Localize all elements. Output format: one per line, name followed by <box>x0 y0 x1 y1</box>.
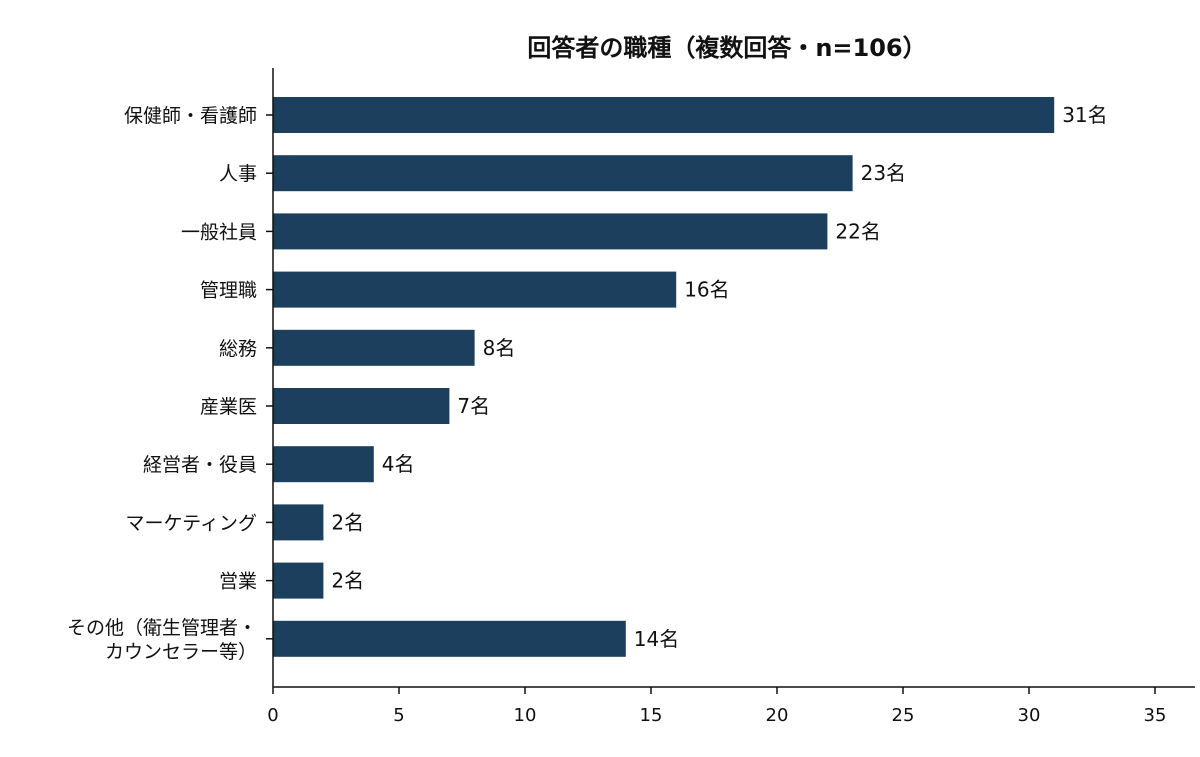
x-tick-label-5: 25 <box>892 705 915 726</box>
data-label-0: 31名 <box>1062 103 1107 127</box>
category-label-8: 営業 <box>219 571 257 593</box>
x-tick-label-6: 30 <box>1018 705 1041 726</box>
category-label-1: 人事 <box>219 163 257 185</box>
x-tick-label-1: 5 <box>393 705 404 726</box>
bar-5 <box>273 388 450 424</box>
data-label-3: 16名 <box>684 278 729 302</box>
x-tick-label-2: 10 <box>514 705 537 726</box>
bar-2 <box>273 213 828 250</box>
category-label-0: 保健師・看護師 <box>124 105 257 127</box>
bar-4 <box>273 329 475 366</box>
data-label-9: 14名 <box>634 627 679 651</box>
data-label-5: 7名 <box>457 394 490 418</box>
bar-3 <box>273 271 677 308</box>
bar-6 <box>273 446 374 483</box>
x-tick-label-7: 35 <box>1144 705 1167 726</box>
chart-title: 回答者の職種（複数回答・n=106） <box>527 34 926 62</box>
bar-7 <box>273 504 324 541</box>
axes-group: 0 5 10 15 20 25 30 35 <box>266 68 1195 726</box>
bar-8 <box>273 562 324 599</box>
x-tick-label-4: 20 <box>766 705 789 726</box>
category-label-4: 総務 <box>219 338 257 360</box>
bars-group: 31名 保健師・看護師 23名 人事 22名 一般社員 16名 管理職 8名 総務 7名 産業医 4名 経… <box>67 97 1108 663</box>
data-label-8: 2名 <box>331 569 364 593</box>
bar-1 <box>273 155 853 192</box>
data-label-4: 8名 <box>483 336 516 360</box>
category-label-9: その他（衛生管理者・カウンセラー等） <box>67 617 257 663</box>
bar-0 <box>273 97 1055 133</box>
category-label-7: マーケティング <box>126 512 257 534</box>
category-label-6: 経営者・役員 <box>143 454 257 476</box>
category-label-3: 管理職 <box>200 280 257 302</box>
bar-9 <box>273 620 626 657</box>
data-label-6: 4名 <box>382 452 415 476</box>
x-tick-label-3: 15 <box>640 705 663 726</box>
data-label-1: 23名 <box>861 161 906 185</box>
category-label-5: 産業医 <box>200 396 257 418</box>
data-label-7: 2名 <box>331 510 364 534</box>
x-tick-label-0: 0 <box>267 705 278 726</box>
category-label-2: 一般社員 <box>181 221 257 243</box>
data-label-2: 22名 <box>835 219 880 243</box>
